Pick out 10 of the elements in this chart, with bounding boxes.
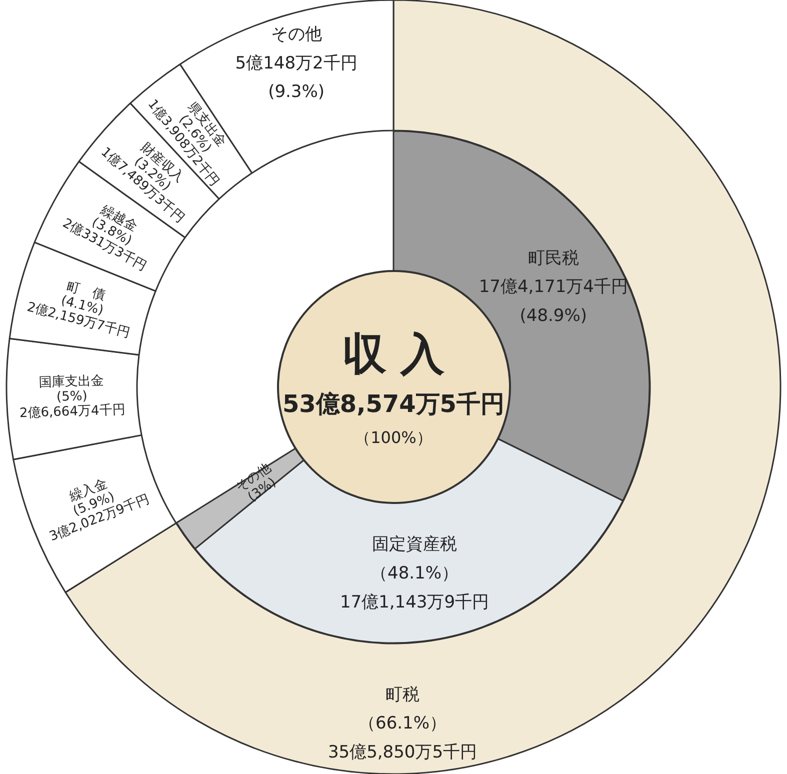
slice-label: 固定資産税 [372, 534, 458, 555]
data-label: 5億148万2千円 (9.3%) [235, 53, 358, 102]
data-label: （66.1%） 35億5,850万5千円 [328, 714, 478, 763]
slice-label: 町税 [386, 684, 420, 705]
data-label: 17億4,171万4千円 (48.9%) [478, 277, 628, 326]
slice-label: 町民税 [528, 248, 579, 268]
data-label: （48.1%） 17億1,143万9千円 [340, 563, 490, 612]
slice-label: 国庫支出金 [38, 372, 104, 391]
data-label: (5%) 2億6,664万4千円 [19, 389, 126, 422]
slice-label: その他 [270, 24, 322, 44]
